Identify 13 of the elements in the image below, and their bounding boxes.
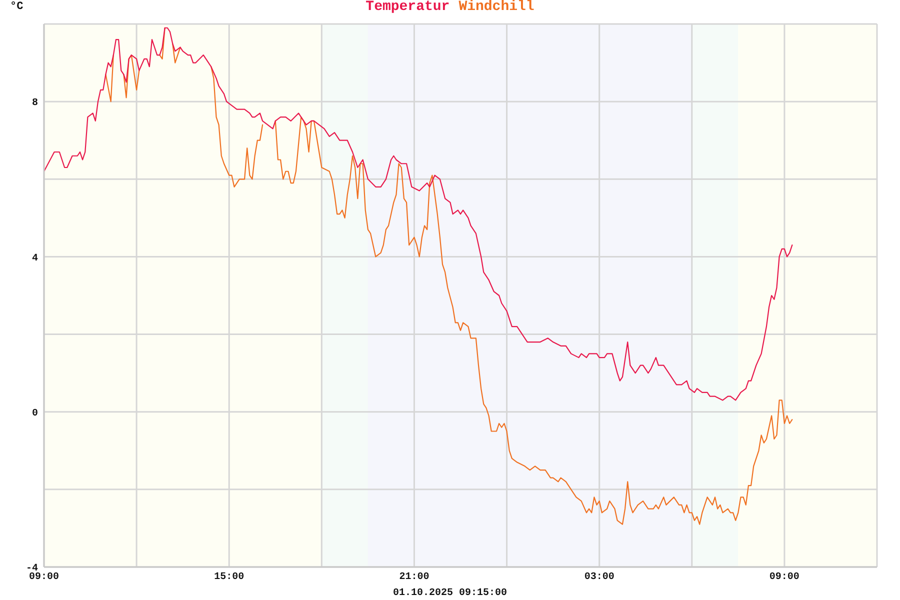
x-tick-label: 15:00 <box>214 572 244 584</box>
y-tick-label: 4 <box>32 253 38 264</box>
text: Temperatur <box>366 0 450 15</box>
x-tick-label: 03:00 <box>584 572 614 584</box>
x-tick-label: 21:00 <box>399 572 430 584</box>
line-series <box>44 27 793 401</box>
text: Windchill <box>458 0 534 15</box>
x-tick-label: 09:00 <box>28 572 60 584</box>
text: 01.10.2025 09:15:00 <box>392 588 508 600</box>
y-axis-title: °C <box>10 1 24 13</box>
y-tick-label: 0 <box>32 408 38 420</box>
x-tick-label: 09:00 <box>769 572 800 584</box>
y-tick-label: 8 <box>32 98 38 110</box>
